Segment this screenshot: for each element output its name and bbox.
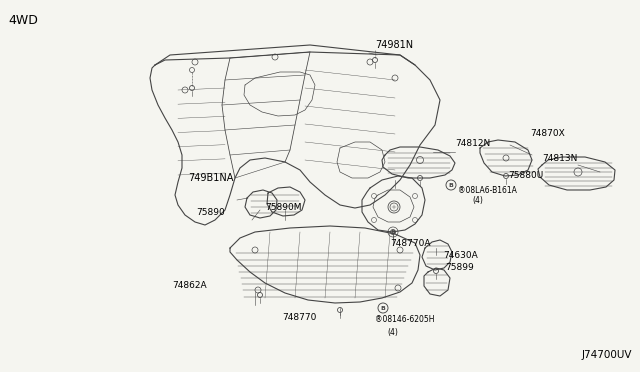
Text: 74862A: 74862A — [172, 280, 207, 289]
Text: (4): (4) — [387, 327, 398, 337]
Text: 75890M: 75890M — [265, 202, 301, 212]
Text: B: B — [390, 230, 396, 234]
Text: 74870X: 74870X — [530, 128, 564, 138]
Text: 74630A: 74630A — [443, 250, 477, 260]
Text: 75890: 75890 — [196, 208, 225, 217]
Text: 748770: 748770 — [282, 314, 316, 323]
Text: B: B — [381, 305, 385, 311]
Text: B: B — [449, 183, 453, 187]
Text: 4WD: 4WD — [8, 14, 38, 27]
Text: 74813N: 74813N — [542, 154, 577, 163]
Text: ®08LA6-B161A: ®08LA6-B161A — [458, 186, 517, 195]
Text: 749B1NA: 749B1NA — [188, 173, 234, 183]
Text: 74812N: 74812N — [455, 138, 490, 148]
Text: 74981N: 74981N — [375, 40, 413, 50]
Text: 748770A: 748770A — [390, 238, 431, 247]
Text: (4): (4) — [472, 196, 483, 205]
Text: 75899: 75899 — [445, 263, 474, 273]
Text: J74700UV: J74700UV — [582, 350, 632, 360]
Text: ®08146-6205H: ®08146-6205H — [375, 315, 435, 324]
Text: 75880U: 75880U — [508, 170, 543, 180]
